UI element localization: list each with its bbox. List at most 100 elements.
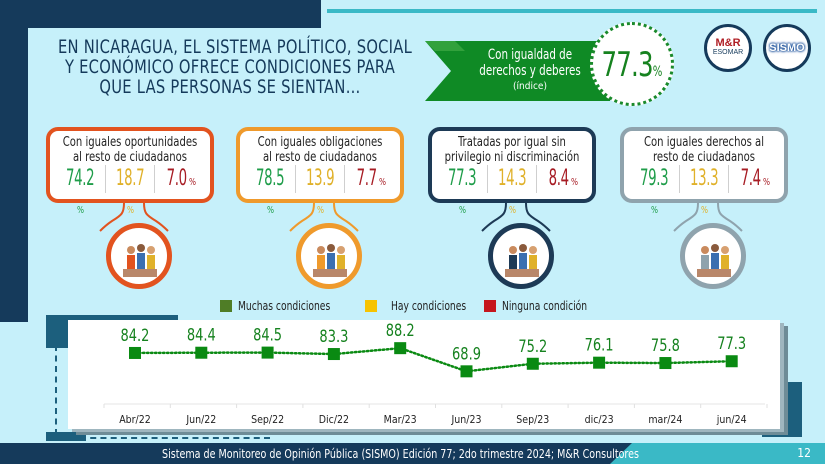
x-tick-label: Jun/22 <box>185 414 216 426</box>
card-values: 77.3% 14.3% 8.4% <box>438 165 586 216</box>
x-tick-label: Dic/22 <box>319 414 349 426</box>
x-tick-label: Sep/22 <box>251 414 284 426</box>
illustration-art <box>505 244 539 277</box>
card-title: Con iguales derechos al resto de ciudadan… <box>635 135 773 165</box>
x-tick-label: Jun/23 <box>451 414 482 426</box>
index-label-line-1: Con igualdad de <box>487 47 573 63</box>
esomar-text: ESOMAR <box>712 49 744 56</box>
x-tick-label: jun/24 <box>716 414 747 426</box>
series-line <box>133 346 733 373</box>
trend-chart-svg: 84.2 Abr/22 84.4 Jun/22 84.5 Sep/22 83.3 Dic/22… <box>103 320 768 426</box>
illustration-art <box>313 244 347 277</box>
footer-accent <box>610 443 825 464</box>
card-values: 74.2% 18.7% 7.0% <box>56 165 204 216</box>
decorative-navy-bar <box>0 0 28 322</box>
card-title-line-2: al resto de ciudadanos <box>262 150 378 165</box>
data-label: 75.8 <box>651 335 680 355</box>
unit: % <box>570 177 578 188</box>
category-card: Con iguales oportunidades al resto de ciu… <box>46 127 214 216</box>
card-title-line-1: Con iguales obligaciones <box>257 135 383 150</box>
diverse-crowd-icon <box>488 223 554 289</box>
data-label: 84.2 <box>121 325 150 345</box>
card-title-line-1: Con iguales derechos al <box>644 135 764 150</box>
card-values: 78.5% 13.9% 7.7% <box>246 165 394 216</box>
x-tick-label: dic/23 <box>585 414 614 426</box>
hanger-shape <box>673 203 743 232</box>
category-card: Con iguales derechos al resto de ciudadan… <box>620 127 788 216</box>
index-ribbon: Con igualdad de derechos y deberes (índi… <box>425 39 610 103</box>
value-muchas: 77.3% <box>438 165 487 216</box>
data-point <box>129 346 141 359</box>
legend-item-hay: Hay condiciones <box>365 299 479 313</box>
unit: % <box>508 205 516 216</box>
unit: % <box>316 205 324 216</box>
decorative-dashed-line <box>55 345 57 435</box>
legend-item-ninguna: Ninguna condición <box>484 299 602 313</box>
value-hay-number: 13.3 <box>689 166 719 191</box>
value-hay-number: 13.9 <box>305 166 335 191</box>
title-line-3: QUE LAS PERSONAS SE SIENTAN… <box>99 76 361 98</box>
card-title: Con iguales oportunidades al resto de ciu… <box>61 135 199 165</box>
index-label-line-2: derechos y deberes <box>479 63 581 79</box>
data-point <box>327 348 340 361</box>
unit: % <box>188 177 196 188</box>
legend-swatch-yellow <box>365 300 377 312</box>
value-muchas-number: 78.5 <box>256 166 285 191</box>
unit: % <box>77 205 84 216</box>
card-illustration <box>466 203 566 303</box>
legend: Muchas condiciones Hay condiciones Ningu… <box>220 299 640 315</box>
legend-label: Muchas condiciones <box>238 299 331 313</box>
ribbon-shape <box>425 41 610 101</box>
value-hay-number: 18.7 <box>115 166 145 191</box>
card-title: Tratadas por igual sin privilegio ni disc… <box>443 135 581 165</box>
slide-title: EN NICARAGUA, EL SISTEMA POLÍTICO, SOCIA… <box>58 37 412 98</box>
data-point <box>460 365 473 378</box>
category-card: Con iguales obligaciones al resto de ciud… <box>236 127 404 216</box>
data-label: 83.3 <box>319 326 348 346</box>
value-ninguna-number: 8.4 <box>548 166 569 191</box>
illustration-art <box>697 244 731 277</box>
data-label: 75.2 <box>518 336 547 356</box>
card-title-line-2: al resto de ciudadanos <box>72 150 188 165</box>
unit: % <box>378 177 386 188</box>
hanger-shape <box>289 203 359 232</box>
value-muchas-number: 74.2 <box>66 166 95 191</box>
value-hay: 13.9% <box>294 165 345 216</box>
hanger-shape <box>99 203 169 232</box>
data-point <box>261 346 274 359</box>
x-tick-label: mar/24 <box>648 414 682 426</box>
x-tick-label: Abr/22 <box>119 414 151 426</box>
legend-swatch-green <box>220 300 232 312</box>
data-point <box>725 355 738 368</box>
data-point <box>526 357 539 370</box>
value-hay-number: 14.3 <box>497 166 527 191</box>
card-values: 79.3% 13.3% 7.4% <box>630 165 778 216</box>
trend-chart: 84.2 Abr/22 84.4 Jun/22 84.5 Sep/22 83.3 Dic/22… <box>68 320 780 429</box>
people-on-podiums-icon <box>106 223 172 289</box>
data-point <box>593 356 606 369</box>
card-title-line-1: Tratadas por igual sin <box>458 135 566 150</box>
decorative-navy-block <box>0 0 321 28</box>
footer-text: Sistema de Monitoreo de Opinión Pública … <box>162 446 639 461</box>
decorative-square <box>46 432 86 441</box>
value-muchas-number: 79.3 <box>640 166 669 191</box>
decorative-dashed-line <box>80 437 270 439</box>
data-label: 84.4 <box>187 325 216 345</box>
card-title-line-2: privilegio ni discriminación <box>444 150 580 165</box>
value-muchas-number: 77.3 <box>448 166 477 191</box>
data-point <box>659 357 672 370</box>
x-tick-label: Mar/23 <box>384 414 417 426</box>
index-value-badge: 77.3% <box>590 22 674 106</box>
data-label: 68.9 <box>452 343 481 363</box>
unit: % <box>651 205 658 216</box>
hanger-shape <box>481 203 551 232</box>
unit: % <box>267 205 274 216</box>
balance-scale-icon <box>296 223 362 289</box>
sismo-logo: SISMO <box>763 24 811 72</box>
mr-logo-text: M&R <box>715 37 741 49</box>
value-ninguna: 7.4% <box>728 165 778 193</box>
index-value: 77.3 <box>601 45 654 85</box>
card-illustration <box>658 203 758 303</box>
legend-swatch-red <box>484 300 496 312</box>
